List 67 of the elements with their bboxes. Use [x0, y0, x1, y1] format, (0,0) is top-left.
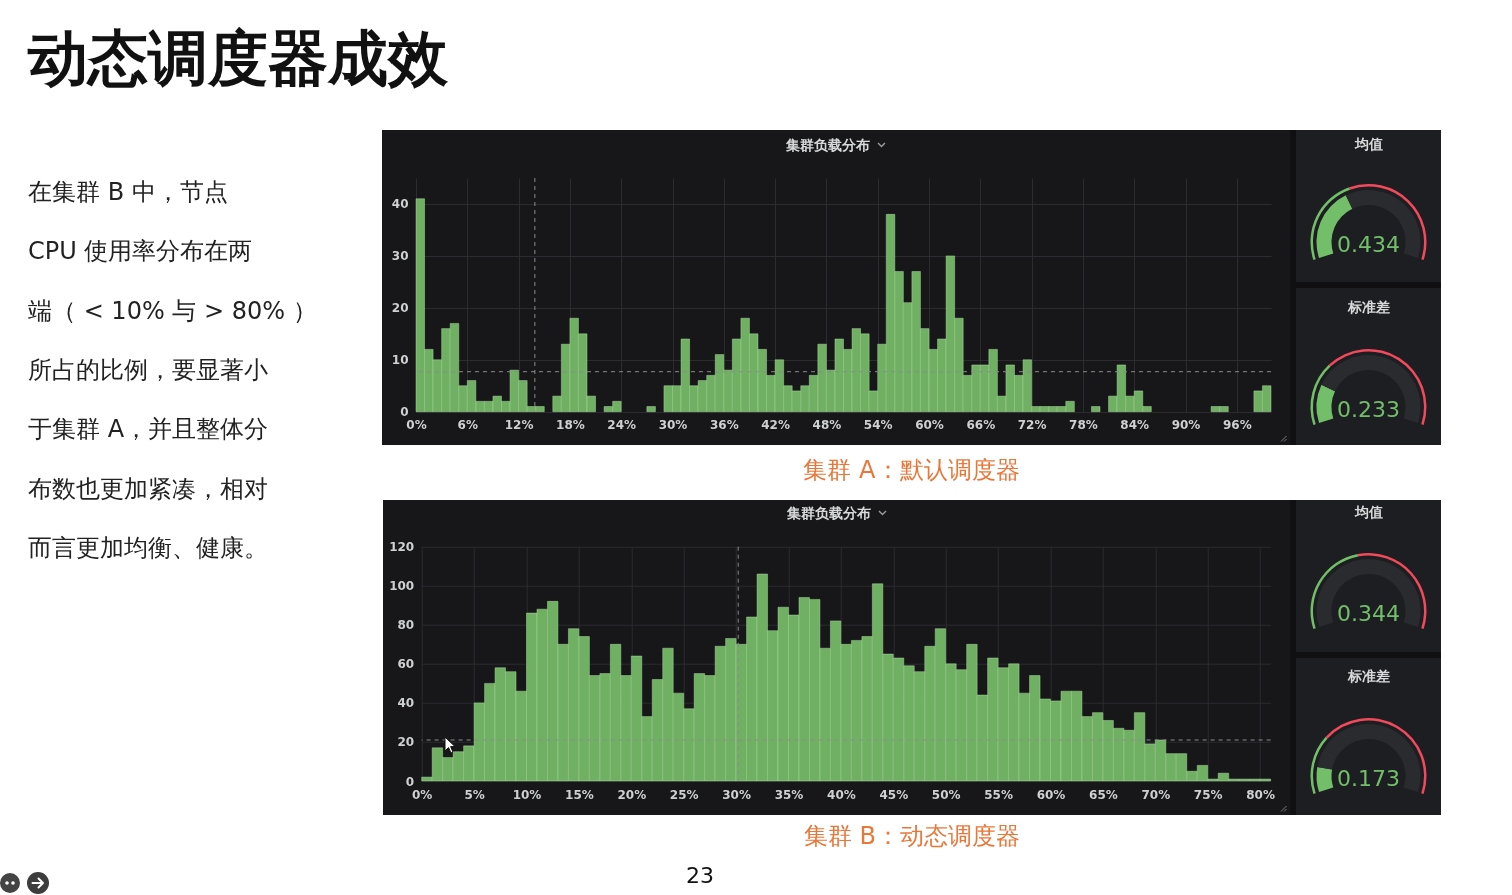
- y-tick-label: 120: [389, 540, 415, 555]
- y-tick-label: 100: [389, 579, 415, 594]
- x-tick-label: 36%: [709, 418, 739, 433]
- x-tick-label: 80%: [1246, 787, 1275, 802]
- x-tick-label: 5%: [464, 787, 485, 802]
- x-tick-label: 96%: [1222, 418, 1252, 433]
- x-tick-label: 48%: [812, 418, 842, 433]
- x-tick-label: 6%: [457, 418, 478, 433]
- x-tick-label: 0%: [406, 418, 427, 433]
- y-tick-label: 60: [397, 657, 415, 672]
- text: 23: [685, 863, 715, 889]
- x-tick-label: 25%: [669, 787, 699, 802]
- chart-title: 集群负载分布: [786, 504, 871, 522]
- x-tick-label: 70%: [1141, 787, 1171, 802]
- text: 端（ < 10% 与 > 80% ）: [28, 295, 317, 326]
- chart-title: 均值: [1353, 503, 1384, 521]
- y-tick-label: 0: [400, 405, 409, 420]
- text: 集群 B：动态调度器: [802, 821, 1022, 851]
- text: 在集群 B 中，节点: [28, 177, 228, 207]
- x-tick-label: 54%: [863, 418, 893, 433]
- text: 于集群 A，并且整体分: [28, 414, 269, 445]
- chart-title: 均值: [1353, 135, 1384, 153]
- x-tick-label: 50%: [931, 787, 961, 802]
- x-tick-label: 20%: [617, 787, 647, 802]
- text: CPU 使用率分布在两: [28, 236, 253, 267]
- y-tick-label: 30: [391, 249, 409, 264]
- text: 集群 A：默认调度器: [802, 455, 1021, 485]
- x-tick-label: 35%: [774, 787, 804, 802]
- text: 布数也更加紧凑，相对: [28, 473, 268, 504]
- x-tick-label: 72%: [1017, 418, 1047, 433]
- y-tick-label: 40: [391, 197, 409, 212]
- y-tick-label: 80: [397, 618, 415, 633]
- x-tick-label: 30%: [722, 787, 751, 802]
- x-tick-label: 75%: [1193, 787, 1223, 802]
- x-tick-label: 10%: [512, 787, 542, 802]
- text: 0.344: [1336, 601, 1401, 627]
- x-tick-label: 30%: [658, 418, 688, 433]
- x-tick-label: 60%: [915, 418, 944, 433]
- y-tick-label: 10: [391, 353, 409, 368]
- text: 而言更加均衡、健康。: [28, 532, 268, 563]
- text: 所占的比例，要显著小: [28, 354, 268, 385]
- x-tick-label: 40%: [827, 787, 856, 802]
- x-tick-label: 90%: [1171, 418, 1201, 433]
- y-tick-label: 40: [397, 696, 415, 711]
- text: 0.434: [1336, 232, 1401, 258]
- x-tick-label: 12%: [504, 418, 534, 433]
- x-tick-label: 84%: [1120, 418, 1150, 433]
- y-tick-label: 20: [397, 735, 415, 750]
- x-tick-label: 66%: [966, 418, 996, 433]
- y-tick-label: 0: [405, 774, 415, 789]
- x-tick-label: 55%: [984, 787, 1013, 802]
- y-tick-label: 20: [391, 301, 409, 316]
- x-tick-label: 65%: [1089, 787, 1118, 802]
- x-tick-label: 15%: [565, 787, 594, 802]
- x-tick-label: 42%: [761, 418, 790, 433]
- x-tick-label: 60%: [1036, 787, 1066, 802]
- chart-title: 标准差: [1346, 667, 1391, 685]
- text: 0.173: [1336, 766, 1401, 792]
- chart-title: 标准差: [1346, 298, 1391, 316]
- x-tick-label: 24%: [607, 418, 637, 433]
- text: 0.233: [1336, 397, 1401, 423]
- text: 动态调度器成效: [28, 23, 448, 93]
- chart-title: 集群负载分布: [786, 136, 870, 154]
- x-tick-label: 45%: [879, 787, 909, 802]
- x-tick-label: 78%: [1069, 418, 1098, 433]
- x-tick-label: 18%: [556, 418, 585, 433]
- x-tick-label: 0%: [412, 787, 433, 802]
